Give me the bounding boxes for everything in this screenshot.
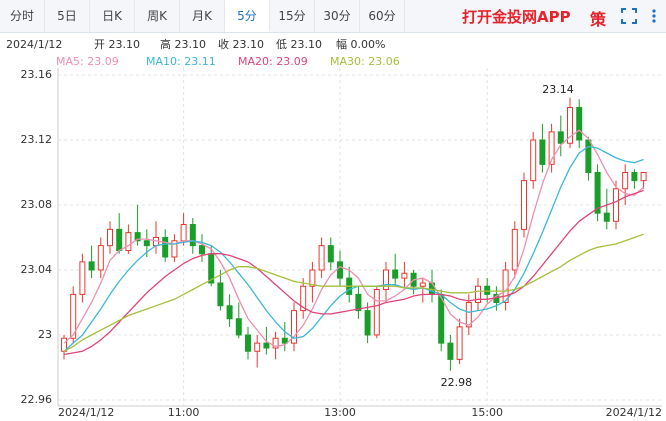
candle-body xyxy=(511,228,518,271)
legend-entry: MA5: 23.09 xyxy=(56,55,119,68)
candle-body xyxy=(327,245,334,263)
candle-body xyxy=(484,285,491,295)
app-link[interactable]: 打开金投网APP xyxy=(462,8,571,26)
candle-body xyxy=(180,224,187,242)
candle-body xyxy=(189,224,196,247)
x-tick-label: 11:00 xyxy=(168,406,200,419)
ma-line xyxy=(63,233,644,352)
x-tick-label: 13:00 xyxy=(324,406,356,419)
candle-body xyxy=(291,310,297,344)
candle-body xyxy=(613,188,619,222)
tab[interactable]: 5日 xyxy=(45,0,90,32)
candle-body xyxy=(465,302,472,328)
candle-body xyxy=(447,342,454,360)
candle-body xyxy=(235,318,242,336)
annotation: 23.14 xyxy=(542,83,574,96)
legend-entry: MA20: 23.09 xyxy=(238,55,308,68)
candle-body xyxy=(640,172,647,182)
candle-body xyxy=(557,131,564,144)
tab[interactable]: 周K xyxy=(135,0,180,32)
candle-body xyxy=(134,232,141,242)
candle-body xyxy=(401,272,408,279)
tab[interactable]: 15分 xyxy=(270,0,315,32)
candle-body xyxy=(594,172,601,214)
info-item: 2024/1/12 xyxy=(6,38,62,51)
candle-body xyxy=(143,240,150,247)
candle-body xyxy=(318,245,325,271)
candle-body xyxy=(272,337,279,349)
info-item: 幅 0.00% xyxy=(336,38,385,51)
tab[interactable]: 分时 xyxy=(0,0,45,32)
candle-body xyxy=(199,245,205,255)
candle-body xyxy=(419,282,426,287)
candle-body xyxy=(88,261,95,271)
y-tick-label: 23.16 xyxy=(21,68,53,81)
candle-body xyxy=(281,337,288,344)
candle-body xyxy=(530,139,537,182)
candle-body xyxy=(631,172,638,182)
toolbar-icons[interactable] xyxy=(620,7,664,25)
candle-body xyxy=(97,245,104,271)
ma-line xyxy=(63,145,644,352)
tab-bar: 分时 5日 日K 周K 月K 5分 15分 30分 60分 xyxy=(0,0,666,33)
tab[interactable]: 5分 xyxy=(225,0,270,32)
candle-body xyxy=(79,261,86,295)
candle-body xyxy=(254,342,261,352)
tab[interactable]: 日K xyxy=(90,0,135,32)
candle-body xyxy=(355,293,362,312)
candle-body xyxy=(392,269,399,279)
x-tick-label: 15:00 xyxy=(471,406,503,419)
legend-entry: MA30: 23.06 xyxy=(330,55,400,68)
candle-body xyxy=(585,139,592,173)
candle-body xyxy=(245,334,251,352)
tab[interactable]: 60分 xyxy=(360,0,405,32)
candle-body xyxy=(217,282,224,307)
candle-body xyxy=(456,326,463,360)
candle-body xyxy=(263,342,270,349)
ma-line xyxy=(63,189,644,356)
candle-body xyxy=(567,107,573,144)
candle-body xyxy=(622,172,629,190)
candle-body xyxy=(603,212,610,222)
candle-body xyxy=(576,107,583,141)
candle-body xyxy=(364,310,371,336)
candle-body xyxy=(521,180,527,230)
candle-body xyxy=(309,269,316,287)
candle-body xyxy=(70,293,77,339)
legend-entry: MA10: 23.11 xyxy=(146,55,216,68)
x-tick-label: 2024/1/12 xyxy=(58,406,114,419)
info-item: 收 23.10 xyxy=(218,37,264,51)
annotation: 22.98 xyxy=(441,376,473,389)
y-tick-label: 23.08 xyxy=(21,198,53,211)
ma-line xyxy=(63,129,645,348)
candle-body xyxy=(373,289,380,336)
info-item: 低 23.10 xyxy=(276,38,322,51)
candle-body xyxy=(107,228,113,247)
candle-body xyxy=(162,237,169,258)
y-tick-label: 22.96 xyxy=(21,393,53,406)
y-tick-label: 23.12 xyxy=(21,133,53,146)
info-item: 高 23.10 xyxy=(160,37,206,51)
candle-body xyxy=(337,261,343,279)
candle-body xyxy=(383,269,389,290)
candle-body xyxy=(171,240,178,258)
candle-body xyxy=(539,139,546,165)
candle-body xyxy=(125,232,132,251)
candle-body xyxy=(475,285,481,303)
candle-body xyxy=(548,131,555,165)
candle-body xyxy=(226,305,233,320)
candle-body xyxy=(116,228,123,251)
strategy-icon[interactable]: 策 xyxy=(590,10,607,29)
candle-body xyxy=(300,285,307,312)
candle-body xyxy=(502,269,509,303)
tab[interactable]: 30分 xyxy=(315,0,360,32)
x-tick-label: 2024/1/12 xyxy=(606,406,662,419)
y-tick-label: 23.04 xyxy=(21,263,53,276)
y-tick-label: 23 xyxy=(38,328,52,341)
tab[interactable]: 月K xyxy=(180,0,225,32)
chart: 2024/1/12 开 23.10 高 23.10 收 23.10 低 23.10 幅 0… xyxy=(6,37,662,419)
info-item: 开 23.10 xyxy=(94,38,140,51)
